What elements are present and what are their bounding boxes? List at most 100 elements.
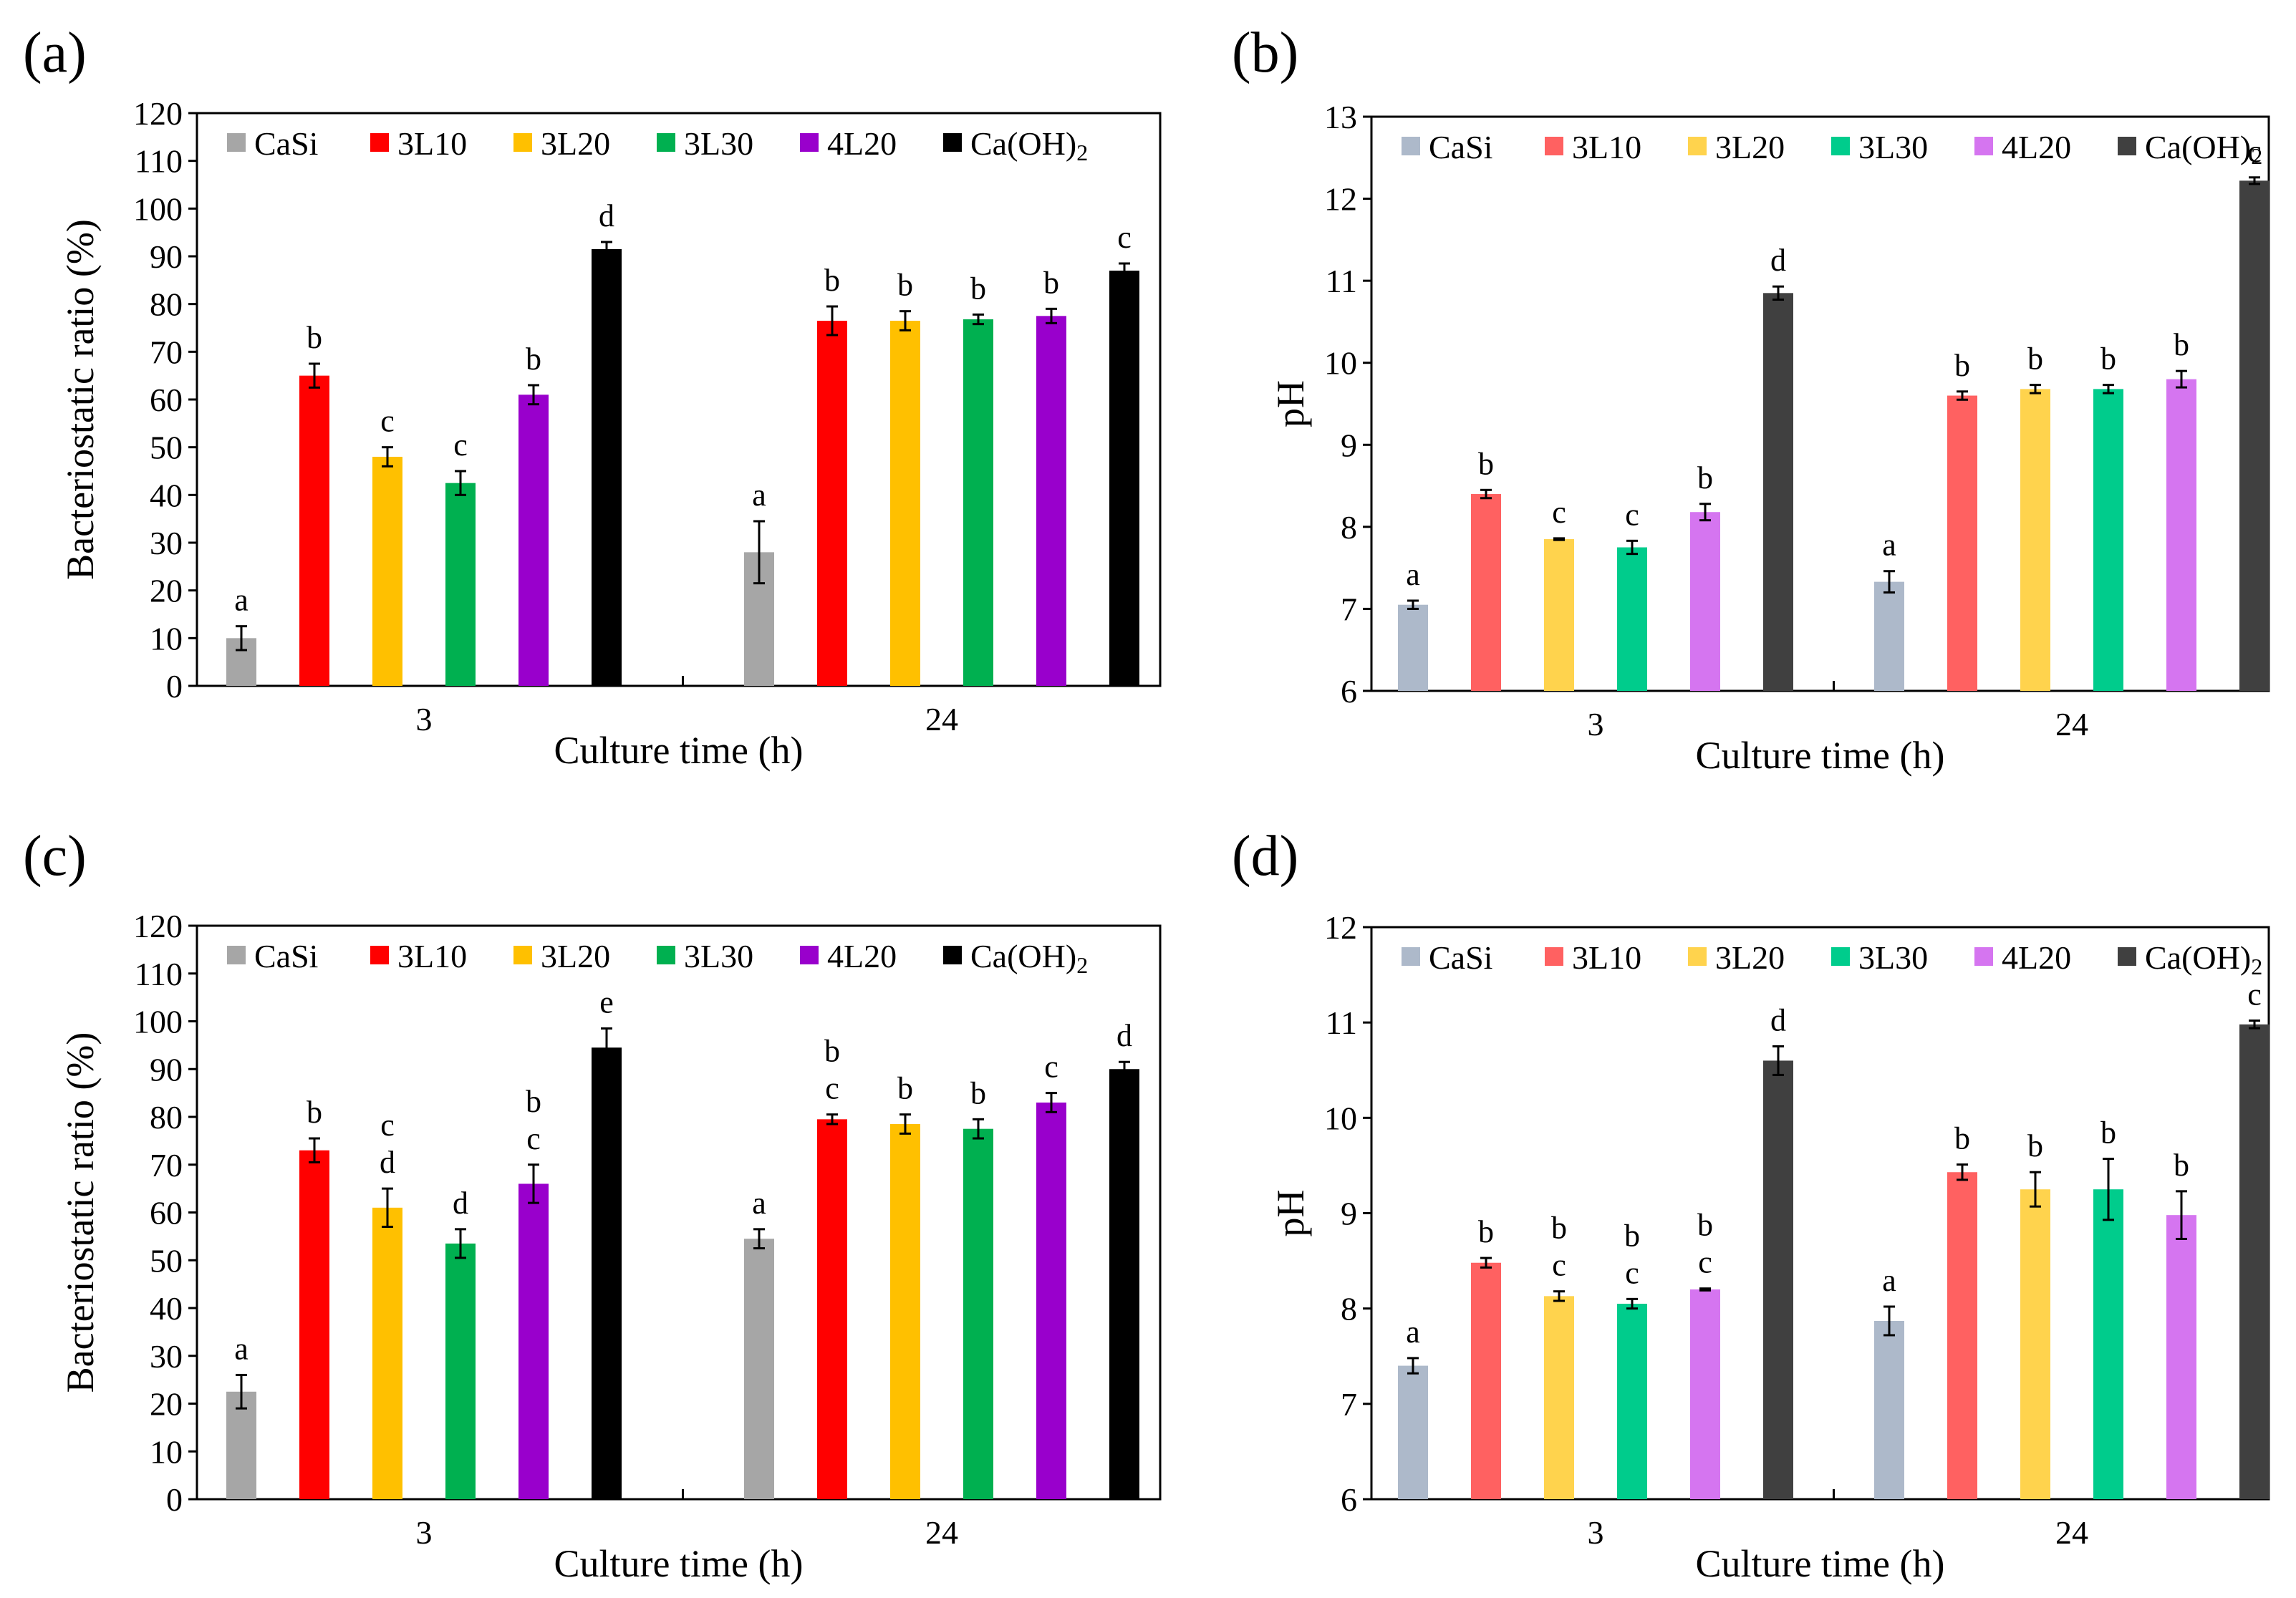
bar-4l20 — [2166, 379, 2196, 691]
panel-letter-b: (b) — [1232, 21, 1298, 84]
y-tick-label: 6 — [1341, 673, 1357, 710]
y-tick-label: 13 — [1324, 99, 1357, 135]
y-tick-label: 7 — [1341, 591, 1357, 627]
plot-frame — [1370, 115, 2270, 692]
y-tick-label: 120 — [133, 95, 183, 132]
x-axis-label: Culture time (h) — [554, 1542, 804, 1585]
plot-area-b: 6 7 8 9 10 11 12 13 a b c c b d 3 a b b b b c 24 Culture time … — [1269, 99, 2270, 777]
significance-label: c — [2247, 134, 2262, 169]
y-tick-label: 60 — [150, 382, 183, 418]
legend-swatch — [227, 946, 246, 964]
y-tick-label: 80 — [150, 1099, 183, 1135]
y-tick-label: 80 — [150, 286, 183, 323]
significance-label: b — [2100, 1115, 2116, 1151]
significance-label: b — [897, 1071, 913, 1106]
significance-label: b — [1478, 446, 1494, 481]
legend-swatch — [1974, 947, 1993, 966]
y-tick-label: 110 — [135, 143, 183, 180]
legend-label: 3L10 — [397, 125, 467, 162]
significance-label: b — [970, 271, 986, 306]
bar-4l20 — [518, 1183, 549, 1499]
y-tick-label: 9 — [1341, 1196, 1357, 1232]
y-tick-label: 70 — [150, 1147, 183, 1183]
legend-label: 3L20 — [541, 125, 610, 162]
significance-label: a — [234, 1331, 249, 1366]
panel-b: (b) 6 7 8 9 10 11 12 13 a b c c b d 3 a b b b b c 24 Culture t… — [1232, 21, 2270, 777]
x-tick-label: 3 — [1588, 1514, 1604, 1551]
significance-label: b — [2027, 1128, 2043, 1163]
legend-swatch — [1402, 947, 1420, 966]
significance-label: c — [1044, 1050, 1058, 1085]
y-tick-label: 10 — [1324, 1100, 1357, 1136]
bar-caoh2 — [2239, 1024, 2270, 1499]
bar-caoh2 — [1109, 1069, 1139, 1499]
significance-label: b — [2027, 342, 2043, 377]
legend-swatch — [2118, 947, 2136, 966]
legend-swatch — [1831, 137, 1850, 155]
legend-swatch — [1974, 137, 1993, 155]
legend-label: 3L30 — [1858, 939, 1928, 976]
legend-label: 4L20 — [2002, 129, 2071, 165]
bar-4l20 — [1690, 1289, 1720, 1499]
bar-caoh2 — [1763, 1060, 1793, 1499]
y-tick-label: 11 — [1326, 1004, 1357, 1041]
significance-label: a — [1406, 1314, 1420, 1350]
y-tick-label: 9 — [1341, 427, 1357, 463]
bar-caoh2 — [1109, 271, 1139, 686]
significance-label: b — [2174, 1148, 2189, 1183]
legend-swatch — [1545, 137, 1563, 155]
plot-frame — [196, 112, 1162, 687]
legend-swatch — [800, 946, 819, 964]
legend-swatch — [1545, 947, 1563, 966]
y-tick-label: 10 — [150, 1433, 183, 1470]
significance-label: b — [1043, 265, 1059, 300]
significance-label: d — [1770, 1002, 1786, 1037]
y-axis-label: Bacteriostatic ratio (%) — [59, 1032, 102, 1393]
significance-label: b — [2174, 327, 2189, 362]
bar-3l10 — [1471, 494, 1501, 691]
legend-label: Ca(OH)2 — [2145, 939, 2262, 979]
bar-3l30 — [445, 483, 476, 686]
bar-3l20 — [372, 457, 402, 686]
panel-letter-c: (c) — [23, 825, 87, 888]
significance-label: b — [1697, 460, 1713, 495]
legend-swatch — [1688, 947, 1707, 966]
significance-label: b — [526, 1084, 541, 1119]
significance-label: d — [453, 1186, 468, 1221]
legend-swatch — [2118, 137, 2136, 155]
significance-label: a — [1882, 528, 1896, 563]
bar-3l10 — [817, 321, 847, 686]
significance-label: c — [1625, 1255, 1639, 1290]
legend-label: 3L30 — [684, 125, 753, 162]
y-tick-label: 0 — [166, 668, 183, 704]
legend-swatch — [227, 133, 246, 152]
bar-casi — [1398, 1365, 1428, 1499]
y-tick-label: 8 — [1341, 1291, 1357, 1327]
plot-frame — [1370, 926, 2270, 1501]
bar-casi — [1874, 1320, 1904, 1499]
legend-label: 3L30 — [684, 938, 753, 974]
y-axis-label: pH — [1269, 1190, 1312, 1237]
y-tick-label: 0 — [166, 1481, 183, 1518]
significance-label: c — [1117, 220, 1132, 255]
significance-label: d — [599, 198, 614, 233]
bar-3l30 — [1617, 1304, 1647, 1499]
bar-casi — [1874, 581, 1904, 691]
y-tick-label: 20 — [150, 1386, 183, 1423]
legend-swatch — [943, 133, 962, 152]
legend-swatch — [1831, 947, 1850, 966]
legend-swatch — [513, 946, 532, 964]
y-tick-label: 12 — [1324, 909, 1357, 946]
legend-swatch — [657, 133, 675, 152]
legend-label: CaSi — [1429, 939, 1492, 976]
significance-label: b — [307, 320, 322, 355]
bar-3l20 — [890, 321, 920, 686]
y-tick-label: 8 — [1341, 509, 1357, 546]
significance-label: d — [1116, 1018, 1132, 1053]
significance-label: c — [825, 1071, 839, 1106]
significance-label: d — [1770, 243, 1786, 278]
y-axis-label: Bacteriostatic ratio (%) — [59, 219, 102, 580]
bar-caoh2 — [2239, 180, 2270, 691]
